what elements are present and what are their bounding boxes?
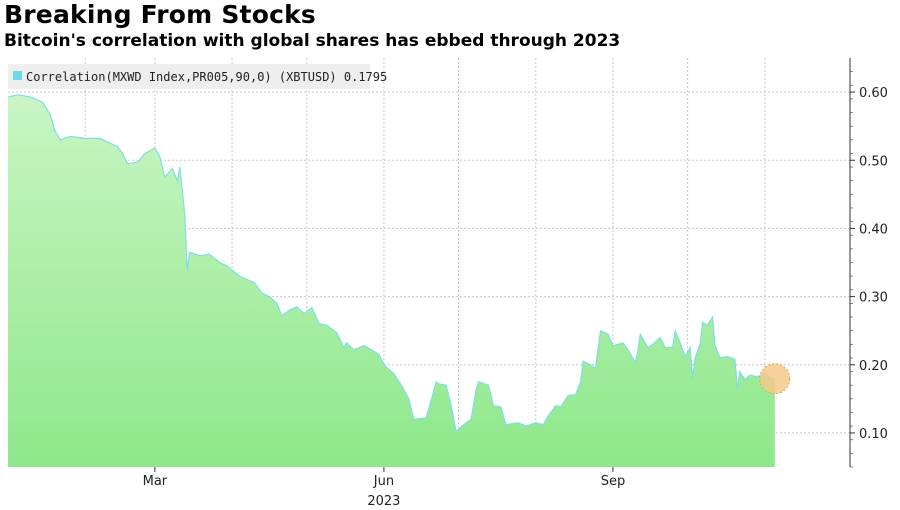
y-tick-label: 0.60 [859, 86, 888, 101]
legend-background [8, 64, 370, 89]
chart-subtitle: Bitcoin's correlation with global shares… [4, 31, 621, 51]
chart-title: Breaking From Stocks [4, 0, 316, 29]
legend-label: Correlation(MXWD Index,PR005,90,0) (XBTU… [26, 70, 387, 84]
y-tick-label: 0.20 [859, 359, 888, 374]
series-area [8, 94, 775, 468]
x-axis: Mar Jun Sep 2023 [143, 467, 626, 509]
y-tick-label: 0.30 [859, 291, 888, 306]
x-tick-label: Jun [373, 474, 394, 489]
last-value-marker [759, 363, 791, 395]
y-axis: 0.60 0.50 0.40 0.30 0.20 0.10 [849, 58, 888, 468]
x-axis-label: 2023 [367, 494, 400, 509]
y-tick-label: 0.40 [859, 222, 888, 237]
series-area-layer [7, 94, 775, 468]
series-line [7, 94, 775, 433]
x-tick-label: Sep [601, 474, 626, 489]
x-tick-label: Mar [143, 474, 168, 489]
end-marker-layer [759, 363, 791, 395]
y-tick-label: 0.50 [859, 154, 888, 169]
legend: Correlation(MXWD Index,PR005,90,0) (XBTU… [8, 64, 387, 89]
y-tick-label: 0.10 [859, 427, 888, 442]
legend-swatch [13, 71, 22, 80]
